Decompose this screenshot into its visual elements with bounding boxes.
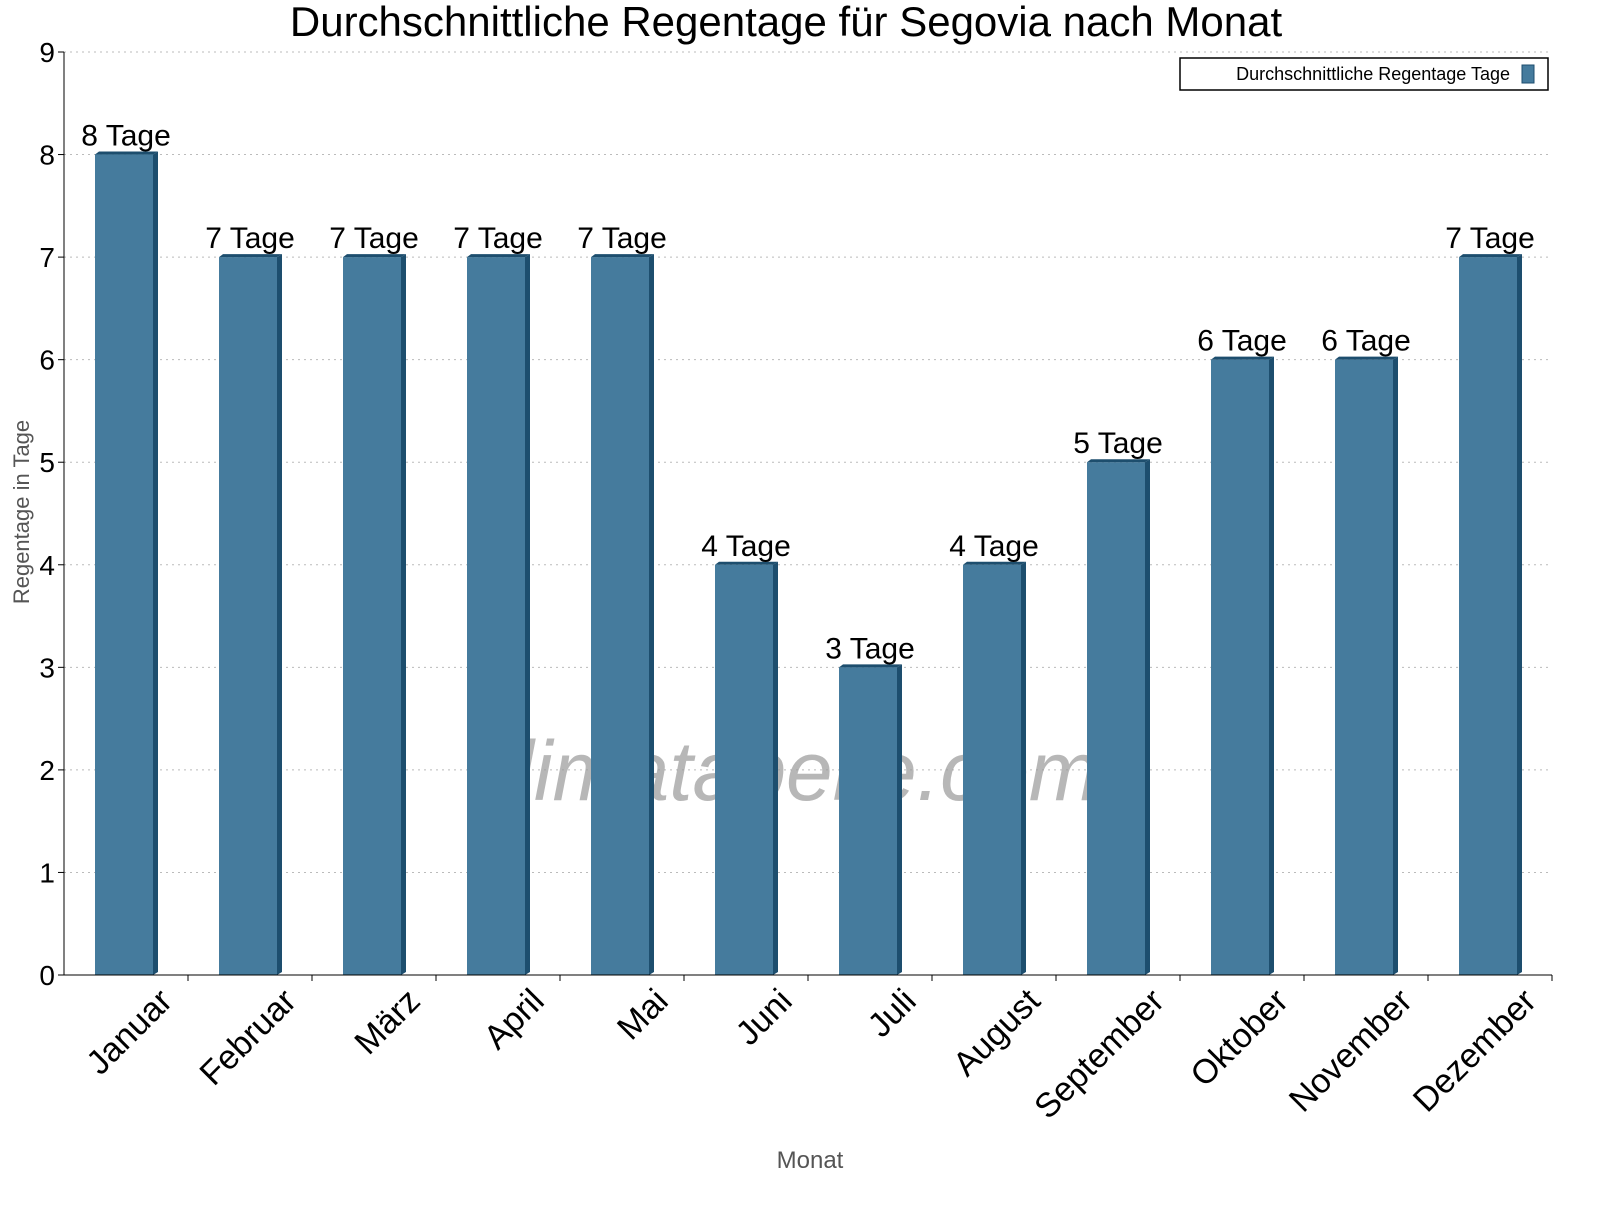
- x-tick-label: August: [946, 981, 1048, 1083]
- bar-side: [649, 254, 654, 976]
- y-tick-label: 4: [39, 550, 55, 581]
- data-label: 7 Tage: [329, 222, 419, 255]
- data-label: 6 Tage: [1197, 325, 1287, 358]
- bar-top: [1087, 459, 1150, 463]
- data-label: 5 Tage: [1073, 427, 1163, 460]
- y-tick-label: 2: [39, 755, 55, 786]
- bar: [715, 564, 773, 975]
- data-label: 8 Tage: [81, 120, 171, 153]
- y-tick-label: 6: [39, 345, 55, 376]
- bar-side: [1269, 356, 1274, 976]
- bar: [1459, 257, 1517, 976]
- bar: [1211, 359, 1269, 976]
- bar: [467, 257, 525, 976]
- bar-top: [591, 254, 654, 258]
- x-tick-label: Juni: [729, 982, 800, 1053]
- bar-top: [219, 254, 282, 258]
- x-tick-label: Oktober: [1183, 982, 1295, 1094]
- bar-top: [963, 561, 1026, 565]
- x-axis-label: Monat: [777, 1147, 844, 1174]
- bar-top: [1459, 254, 1522, 258]
- data-label: 7 Tage: [577, 222, 667, 255]
- x-tick-label: November: [1282, 982, 1420, 1120]
- bar-side: [277, 254, 282, 976]
- bar-side: [153, 151, 158, 976]
- bar-side: [897, 664, 902, 975]
- bar: [95, 154, 153, 976]
- bar: [963, 564, 1021, 975]
- y-tick-label: 1: [39, 857, 55, 888]
- bar-side: [773, 561, 778, 975]
- bar-side: [401, 254, 406, 976]
- data-label: 6 Tage: [1321, 325, 1411, 358]
- data-label: 7 Tage: [453, 222, 543, 255]
- x-tick-label: Dezember: [1406, 982, 1544, 1120]
- data-label: 3 Tage: [825, 632, 915, 665]
- y-tick-label: 5: [39, 447, 55, 478]
- x-tick-label: September: [1027, 982, 1171, 1126]
- bars: 8 Tage 7 Tage 7 Tage 7 Tage 7 Tage 4 Tage 3 Ta…: [81, 120, 1535, 976]
- x-tick-label: Februar: [193, 982, 304, 1093]
- bar: [1335, 359, 1393, 976]
- y-axis-label: Regentage in Tage: [9, 420, 34, 604]
- bar-top: [467, 254, 530, 258]
- bar: [591, 257, 649, 976]
- x-tick-label: Mai: [610, 982, 676, 1048]
- data-label: 4 Tage: [949, 530, 1039, 563]
- legend-box: [1179, 57, 1549, 91]
- data-label: 7 Tage: [1445, 222, 1535, 255]
- legend-label: Durchschnittliche Regentage Tage: [1236, 64, 1510, 84]
- bar-side: [1145, 459, 1150, 975]
- y-tick-label: 3: [39, 652, 55, 683]
- gridlines: [64, 51, 1552, 873]
- bar: [343, 257, 401, 976]
- y-tick-label: 7: [39, 242, 55, 273]
- y-tick-label: 8: [39, 140, 55, 171]
- x-tick-label: April: [477, 982, 552, 1057]
- x-tick-label: Juli: [861, 982, 924, 1045]
- bar-top: [343, 254, 406, 258]
- x-tick-label: März: [347, 982, 427, 1062]
- chart-title: Durchschnittliche Regentage für Segovia …: [290, 0, 1283, 45]
- y-tick-label: 9: [39, 37, 55, 68]
- bar-top: [715, 561, 778, 565]
- bar: [219, 257, 277, 976]
- bar-top: [839, 664, 902, 668]
- x-tick-label: Januar: [79, 982, 179, 1082]
- bar: [839, 667, 897, 975]
- data-label: 4 Tage: [701, 530, 791, 563]
- bar-side: [525, 254, 530, 976]
- y-tick-label: 0: [39, 960, 55, 991]
- legend: Durchschnittliche Regentage Tage: [1179, 57, 1549, 91]
- bar-top: [1211, 356, 1274, 360]
- bar-side: [1393, 356, 1398, 976]
- bar-top: [95, 151, 158, 155]
- bar-top: [1335, 356, 1398, 360]
- bar: [1087, 462, 1145, 975]
- data-label: 7 Tage: [205, 222, 295, 255]
- legend-swatch: [1521, 64, 1535, 84]
- bar-side: [1517, 254, 1522, 976]
- bar-side: [1021, 561, 1026, 975]
